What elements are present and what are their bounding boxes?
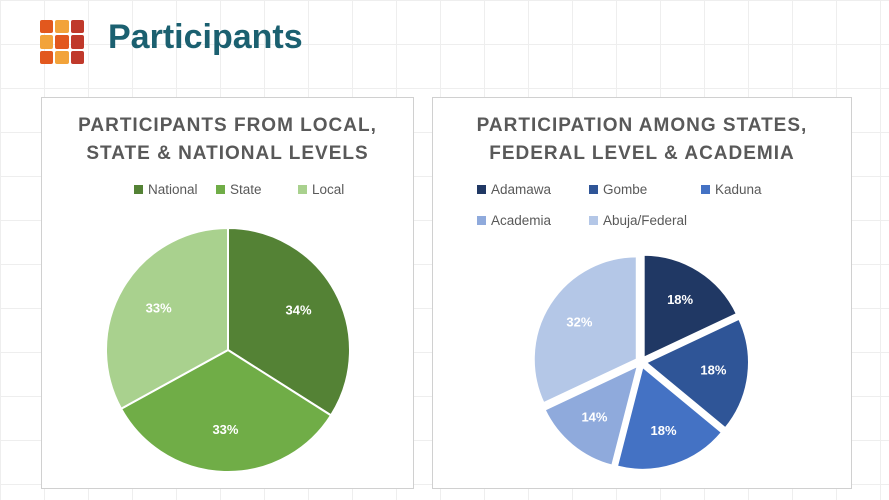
legend-label: Adamawa (491, 182, 552, 197)
data-label: 18% (700, 363, 726, 378)
pie-slice (105, 226, 229, 411)
legend-item: Abuja/Federal (589, 213, 687, 228)
legend-swatch (216, 185, 225, 194)
legend-item: Adamawa (477, 182, 551, 197)
legend-label: Abuja/Federal (603, 213, 688, 228)
pie: 18% 18% 18% 14% 32% (532, 253, 750, 471)
data-label: 33% (146, 300, 172, 315)
legend-label: Academia (491, 213, 552, 228)
pie-slice (644, 317, 750, 430)
legend-item: State (216, 182, 262, 197)
legend-label: National (148, 182, 198, 197)
legend-swatch (477, 216, 486, 225)
legend-label: Kaduna (715, 182, 762, 197)
pie-slice (543, 364, 640, 467)
pie-slice (615, 364, 724, 471)
legend-label: Local (312, 182, 345, 197)
pie-slice (532, 255, 638, 405)
data-label: 18% (651, 423, 677, 438)
chart-title: PARTICIPANTS FROM LOCAL, STATE & NATIONA… (78, 115, 377, 164)
slide-title: Participants (108, 18, 303, 56)
legend-item: Kaduna (701, 182, 762, 197)
chart-panel: PARTICIPATION AMONG STATES, FEDERAL LEVE… (432, 97, 852, 489)
legend-swatch (298, 185, 307, 194)
icon (40, 20, 84, 64)
legend-label: State (230, 182, 262, 197)
legend-label: Gombe (603, 182, 648, 197)
data-label: 18% (667, 292, 693, 307)
legend-item: Gombe (589, 182, 647, 197)
pie: 34% 33% 33% (105, 226, 351, 473)
legend-swatch (701, 185, 710, 194)
legend-item: National (134, 182, 198, 197)
chart-title: PARTICIPATION AMONG STATES, FEDERAL LEVE… (476, 115, 808, 164)
data-label: 14% (581, 410, 607, 425)
data-label: 34% (286, 303, 312, 318)
legend-item: Academia (477, 213, 551, 228)
legend-swatch (589, 216, 598, 225)
data-label: 32% (566, 314, 592, 329)
data-label: 33% (212, 422, 238, 437)
legend-swatch (477, 185, 486, 194)
legend-swatch (589, 185, 598, 194)
legend-swatch (134, 185, 143, 194)
legend-item: Local (298, 182, 344, 197)
chart-panel: PARTICIPANTS FROM LOCAL, STATE & NATIONA… (41, 97, 414, 489)
pie-slice (642, 253, 739, 360)
